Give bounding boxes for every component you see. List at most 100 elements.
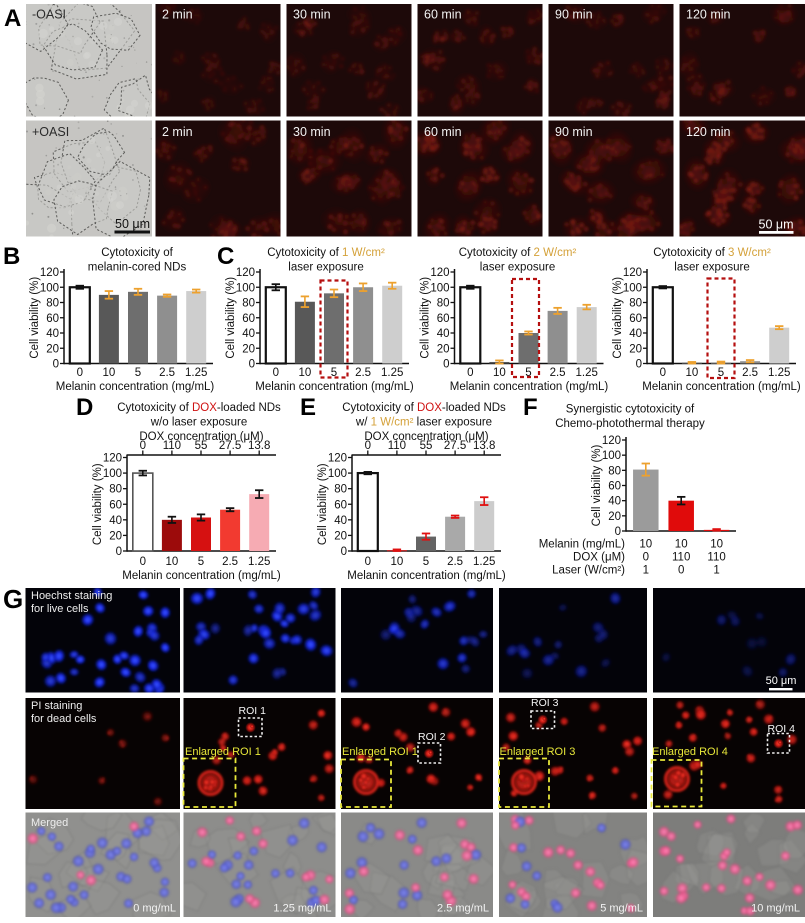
svg-text:Cytotoxicity of DOX-loaded NDs: Cytotoxicity of DOX-loaded NDs — [117, 402, 281, 414]
svg-text:40: 40 — [608, 496, 621, 508]
svg-text:100: 100 — [623, 282, 642, 294]
svg-text:for dead cells: for dead cells — [31, 713, 97, 725]
svg-text:60: 60 — [629, 313, 642, 325]
svg-text:-OASI: -OASI — [32, 8, 66, 22]
svg-text:Cell viability (%): Cell viability (%) — [612, 277, 624, 359]
svg-text:0: 0 — [678, 565, 684, 577]
svg-text:Laser (W/cm²): Laser (W/cm²) — [552, 565, 625, 577]
svg-text:DOX (μM): DOX (μM) — [573, 552, 625, 564]
svg-text:DOX concentration (μM): DOX concentration (μM) — [139, 431, 263, 443]
svg-text:10: 10 — [710, 539, 723, 551]
svg-text:0: 0 — [443, 359, 449, 371]
svg-text:1: 1 — [713, 565, 719, 577]
svg-text:60 min: 60 min — [424, 8, 462, 22]
svg-text:0: 0 — [615, 526, 621, 538]
svg-text:10: 10 — [299, 367, 312, 379]
svg-text:0: 0 — [53, 359, 59, 371]
svg-text:laser exposure: laser exposure — [480, 262, 555, 274]
svg-text:A: A — [4, 5, 21, 32]
svg-text:40: 40 — [629, 328, 642, 340]
svg-text:Melanin concentration (mg/mL): Melanin concentration (mg/mL) — [347, 570, 506, 582]
svg-text:80: 80 — [437, 298, 450, 310]
svg-text:40: 40 — [242, 328, 255, 340]
svg-text:Cytotoxicity of: Cytotoxicity of — [101, 247, 173, 259]
svg-text:13.8: 13.8 — [248, 440, 270, 452]
svg-text:0: 0 — [365, 556, 371, 568]
svg-text:60: 60 — [437, 313, 450, 325]
svg-text:Enlarged ROI 4: Enlarged ROI 4 — [652, 746, 728, 758]
svg-text:Synergistic cytotoxicity of: Synergistic cytotoxicity of — [566, 404, 695, 416]
svg-text:27.5: 27.5 — [219, 440, 241, 452]
svg-text:2.5: 2.5 — [159, 367, 175, 379]
svg-text:2 min: 2 min — [162, 125, 193, 139]
svg-text:1.25 mg/mL: 1.25 mg/mL — [273, 903, 331, 915]
svg-text:Hoechst staining: Hoechst staining — [31, 590, 112, 602]
svg-text:2.5: 2.5 — [355, 367, 371, 379]
svg-text:0: 0 — [249, 359, 255, 371]
svg-text:5: 5 — [718, 367, 724, 379]
svg-text:0: 0 — [365, 440, 371, 452]
svg-text:5: 5 — [423, 556, 429, 568]
svg-text:110: 110 — [163, 440, 181, 452]
svg-text:10: 10 — [391, 556, 404, 568]
svg-text:Enlarged ROI 3: Enlarged ROI 3 — [500, 746, 576, 758]
svg-text:Cytotoxicity of 1 W/cm²: Cytotoxicity of 1 W/cm² — [267, 247, 385, 259]
svg-text:for live cells: for live cells — [31, 603, 89, 615]
svg-text:Cell viability (%): Cell viability (%) — [29, 277, 41, 359]
svg-text:110: 110 — [672, 552, 690, 564]
svg-text:5 mg/mL: 5 mg/mL — [600, 903, 643, 915]
svg-text:10: 10 — [675, 539, 688, 551]
svg-text:1.25: 1.25 — [381, 367, 403, 379]
svg-text:Enlarged ROI 1: Enlarged ROI 1 — [185, 746, 261, 758]
svg-text:w/ 1 W/cm² laser exposure: w/ 1 W/cm² laser exposure — [355, 417, 492, 429]
svg-text:1.25: 1.25 — [248, 556, 270, 568]
svg-text:+OASI: +OASI — [32, 125, 69, 139]
svg-text:120: 120 — [103, 453, 122, 465]
svg-text:Cell viability (%): Cell viability (%) — [591, 444, 603, 526]
svg-text:120 min: 120 min — [686, 8, 731, 22]
svg-text:D: D — [76, 394, 93, 421]
svg-text:5: 5 — [525, 367, 531, 379]
svg-text:120: 120 — [40, 267, 59, 279]
svg-text:60 min: 60 min — [424, 125, 462, 139]
svg-text:ROI 3: ROI 3 — [531, 697, 559, 709]
svg-text:110: 110 — [388, 440, 406, 452]
svg-text:2 min: 2 min — [162, 8, 193, 22]
svg-text:Cell viability (%): Cell viability (%) — [92, 463, 104, 545]
svg-text:melanin-cored NDs: melanin-cored NDs — [88, 262, 187, 274]
svg-text:80: 80 — [242, 298, 255, 310]
svg-text:ROI 2: ROI 2 — [418, 731, 446, 743]
svg-text:13.8: 13.8 — [473, 440, 495, 452]
svg-text:0: 0 — [341, 546, 347, 558]
svg-text:30 min: 30 min — [293, 125, 331, 139]
svg-text:100: 100 — [328, 468, 347, 480]
svg-text:Cell viability (%): Cell viability (%) — [225, 277, 237, 359]
svg-text:1.25: 1.25 — [473, 556, 495, 568]
svg-text:2.5: 2.5 — [447, 556, 463, 568]
svg-text:PI staining: PI staining — [31, 700, 82, 712]
svg-text:80: 80 — [334, 484, 347, 496]
svg-text:2.5: 2.5 — [550, 367, 566, 379]
svg-text:110: 110 — [707, 552, 725, 564]
svg-text:100: 100 — [430, 282, 449, 294]
svg-text:40: 40 — [437, 328, 450, 340]
svg-text:27.5: 27.5 — [444, 440, 466, 452]
svg-text:ROI 1: ROI 1 — [239, 705, 267, 717]
svg-text:0: 0 — [660, 367, 666, 379]
svg-text:1.25: 1.25 — [576, 367, 598, 379]
svg-text:Merged: Merged — [31, 817, 68, 829]
svg-text:Cell viability (%): Cell viability (%) — [420, 277, 432, 359]
svg-text:20: 20 — [109, 530, 122, 542]
svg-text:10: 10 — [493, 367, 506, 379]
svg-text:F: F — [523, 394, 538, 421]
svg-text:Cytotoxicity of DOX-loaded NDs: Cytotoxicity of DOX-loaded NDs — [342, 402, 506, 414]
svg-text:10 mg/mL: 10 mg/mL — [751, 903, 800, 915]
svg-text:10: 10 — [103, 367, 116, 379]
svg-text:Enlarged ROI 1: Enlarged ROI 1 — [342, 746, 418, 758]
svg-text:50 μm: 50 μm — [115, 217, 150, 231]
svg-text:0: 0 — [77, 367, 83, 379]
svg-text:20: 20 — [46, 343, 59, 355]
svg-text:5: 5 — [198, 556, 204, 568]
svg-text:55: 55 — [195, 440, 208, 452]
svg-text:Cell viability (%): Cell viability (%) — [317, 463, 329, 545]
